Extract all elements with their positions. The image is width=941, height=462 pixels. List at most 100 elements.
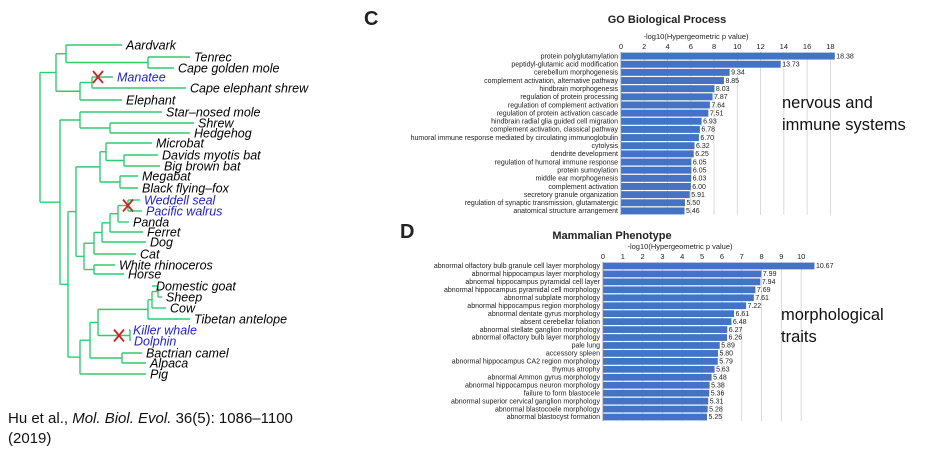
category-label: abnormal hippocampus pyramidal cell morp… bbox=[444, 287, 601, 294]
taxon-label: Sheep bbox=[166, 291, 202, 305]
taxon-label: Weddell seal bbox=[144, 194, 217, 208]
bar bbox=[603, 350, 718, 357]
category-label: abnormal olfactory bulb granule cell lay… bbox=[434, 263, 601, 270]
taxon-label: Megabat bbox=[142, 170, 191, 184]
bar bbox=[603, 405, 708, 413]
taxon-label: Pacific walrus bbox=[146, 205, 222, 219]
value-label: 5.28 bbox=[709, 406, 723, 413]
value-label: 7.51 bbox=[710, 110, 724, 117]
x-tick-label: 0 bbox=[601, 252, 605, 261]
category-label: abnormal blastocyst formation bbox=[507, 414, 600, 421]
bar bbox=[621, 85, 715, 93]
category-label: abnormal stellate ganglion morphology bbox=[480, 327, 601, 334]
bar bbox=[621, 174, 692, 182]
bar bbox=[621, 142, 695, 150]
bar bbox=[603, 318, 732, 325]
taxon-label: Panda bbox=[133, 216, 169, 230]
category-label: abnormal dentate gyrus morphology bbox=[488, 311, 601, 318]
category-label: regulation of synaptic transmission, glu… bbox=[465, 200, 619, 207]
category-label: hindbrain morphogenesis bbox=[539, 86, 618, 93]
note-line: nervous and bbox=[782, 94, 873, 112]
value-label: 6.03 bbox=[693, 176, 707, 183]
taxon-label: Black flying–fox bbox=[142, 182, 230, 196]
value-label: 5.25 bbox=[709, 414, 723, 421]
value-label: 5.36 bbox=[711, 390, 725, 397]
go-biological-process-chart: GO Biological Process -log10(Hypergeometr… bbox=[411, 14, 854, 215]
category-label: abnormal olfactory bulb layer morphology bbox=[472, 335, 601, 342]
x-tick-label: 10 bbox=[797, 252, 805, 261]
bar bbox=[603, 270, 762, 278]
bar bbox=[621, 199, 685, 207]
category-label: cytolysis bbox=[592, 143, 619, 150]
taxon-label: Cat bbox=[140, 248, 160, 262]
category-label: abnormal subplate morphology bbox=[504, 295, 601, 302]
gene-loss-x-icon bbox=[113, 328, 125, 343]
category-label: abnormal hippocampus neuron morphology bbox=[465, 382, 601, 389]
value-label: 6.27 bbox=[729, 327, 743, 334]
category-label: regulation of complement activation bbox=[508, 102, 618, 109]
category-label: humoral immune response mediated by circ… bbox=[411, 135, 618, 142]
value-label: 6.48 bbox=[733, 319, 747, 326]
taxon-label: Tibetan antelope bbox=[194, 313, 287, 327]
bar bbox=[621, 207, 685, 215]
x-tick-label: 12 bbox=[756, 42, 764, 51]
taxon-label: Horse bbox=[128, 268, 161, 282]
value-label: 5.46 bbox=[686, 208, 700, 215]
x-tick-label: 9 bbox=[779, 252, 783, 261]
citation-details: 36(5): 1086–1100 bbox=[171, 410, 293, 427]
x-tick-label: 16 bbox=[803, 42, 811, 51]
x-tick-label: 1 bbox=[621, 252, 625, 261]
taxon-label: Shrew bbox=[198, 117, 234, 131]
bar bbox=[621, 166, 692, 174]
value-label: 7.99 bbox=[763, 271, 777, 278]
value-label: 8.85 bbox=[725, 78, 739, 85]
category-label: abnormal hippocampus region morphology bbox=[467, 303, 600, 310]
bar bbox=[603, 334, 728, 341]
category-label: accessory spleen bbox=[546, 351, 600, 358]
value-label: 7.69 bbox=[757, 287, 771, 294]
value-label: 5.91 bbox=[691, 192, 705, 199]
taxon-label: Star–nosed mole bbox=[166, 106, 261, 120]
category-label: regulation of humoral immune response bbox=[495, 159, 618, 166]
bar bbox=[621, 117, 702, 125]
x-tick-label: 4 bbox=[665, 42, 669, 51]
bar bbox=[603, 326, 728, 333]
category-label: abnormal blastocoele morphology bbox=[495, 406, 601, 413]
category-label: failure to form blastocele bbox=[524, 390, 600, 397]
bar bbox=[603, 389, 710, 397]
value-label: 5.79 bbox=[719, 359, 733, 366]
x-tick-label: 2 bbox=[641, 252, 645, 261]
category-label: anatomical structure arrangement bbox=[513, 208, 618, 215]
value-label: 6.32 bbox=[696, 143, 710, 150]
category-label: complement activation, classical pathway bbox=[490, 127, 619, 134]
category-label: abnormal hippocampus pyramidal cell laye… bbox=[465, 279, 600, 286]
taxon-label: Big brown bat bbox=[164, 160, 241, 174]
value-label: 5.50 bbox=[686, 200, 700, 207]
value-label: 6.93 bbox=[703, 119, 717, 126]
x-tick-label: 4 bbox=[680, 252, 684, 261]
x-tick-label: 6 bbox=[689, 42, 693, 51]
chart-title: Mammalian Phenotype bbox=[552, 230, 671, 242]
bar bbox=[621, 191, 690, 199]
value-label: 7.61 bbox=[755, 295, 769, 302]
category-label: abnormal hippocampus CA2 region morpholo… bbox=[452, 359, 601, 366]
citation-year: (2019) bbox=[8, 430, 52, 447]
category-label: regulation of protein processing bbox=[520, 94, 618, 101]
category-label: complement activation, alternative pathw… bbox=[484, 78, 618, 85]
value-label: 6.05 bbox=[693, 167, 707, 174]
panel-letter-d: D bbox=[400, 221, 415, 243]
x-tick-label: 2 bbox=[642, 42, 646, 51]
value-label: 6.70 bbox=[700, 135, 714, 142]
bar bbox=[621, 77, 724, 84]
category-label: thymus atrophy bbox=[552, 367, 600, 374]
category-label: dendrite development bbox=[551, 151, 618, 158]
x-tick-label: 7 bbox=[740, 252, 744, 261]
bar bbox=[603, 381, 710, 389]
note-line: morphological bbox=[781, 306, 884, 324]
category-label: cerebellum morphogenesis bbox=[534, 70, 619, 77]
taxon-label: Ferret bbox=[147, 226, 181, 240]
value-label: 13.73 bbox=[782, 62, 800, 69]
note-morphological: morphological traits bbox=[781, 304, 884, 348]
citation: Hu et al., Mol. Biol. Evol. 36(5): 1086–… bbox=[8, 409, 293, 449]
